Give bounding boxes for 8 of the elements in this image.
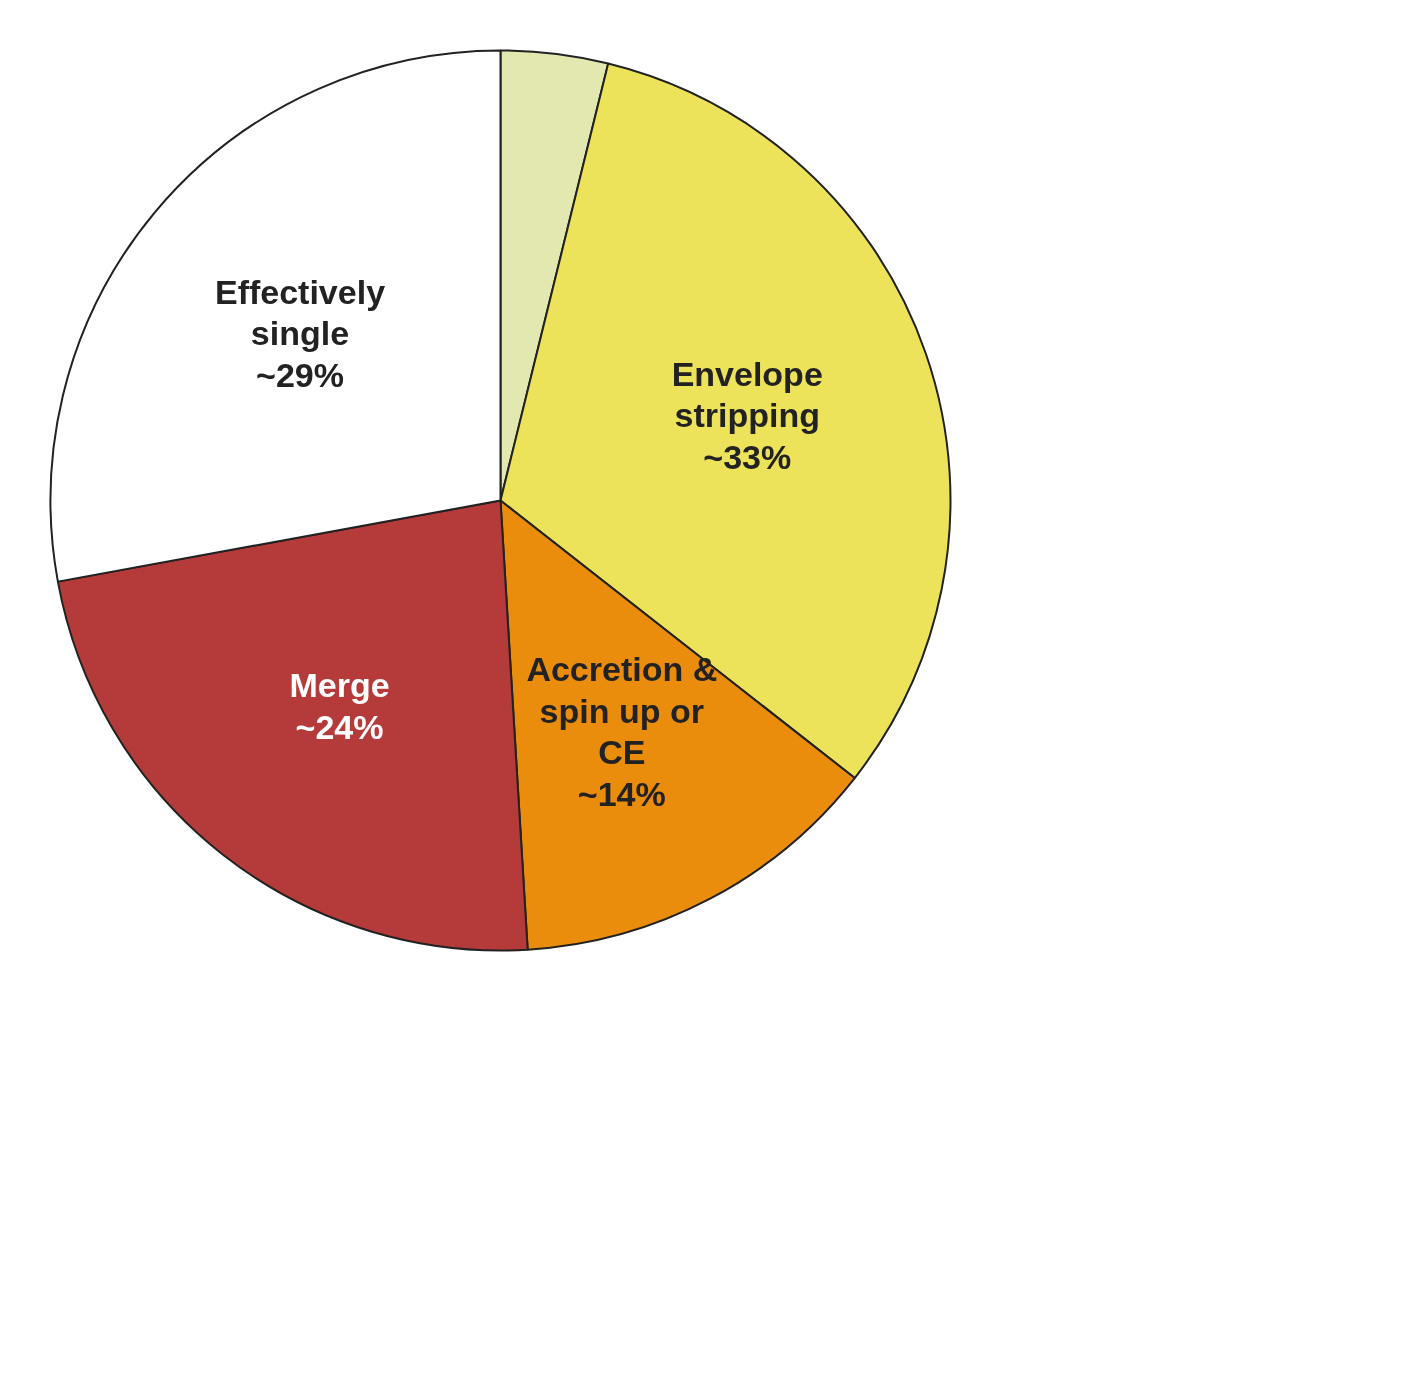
data-label: ~14% (577, 775, 666, 814)
data-label: ~29% (256, 356, 344, 395)
slice-label: Effectively single (214, 272, 386, 353)
data-label: ~33% (703, 438, 792, 477)
data-label: ~24% (295, 707, 384, 746)
slice-label: Envelope stripping (671, 354, 823, 435)
slice-label: Accretion & spin up or CE (526, 649, 718, 772)
slice-label: Merge (289, 666, 390, 705)
